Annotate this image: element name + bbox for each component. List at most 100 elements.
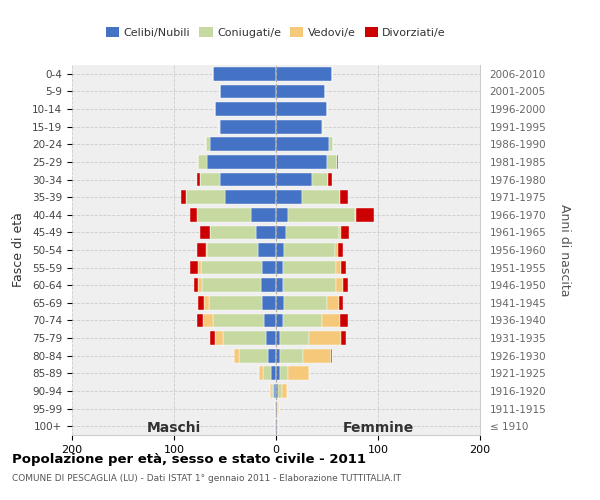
Bar: [271, 366, 276, 380]
Bar: [276, 278, 283, 292]
Bar: [356, 208, 374, 222]
Bar: [336, 260, 341, 274]
Bar: [302, 190, 340, 204]
Bar: [190, 208, 197, 222]
Bar: [276, 120, 322, 134]
Bar: [276, 331, 280, 345]
Bar: [181, 190, 186, 204]
Bar: [276, 384, 278, 398]
Bar: [213, 314, 264, 328]
Bar: [202, 278, 260, 292]
Bar: [283, 278, 336, 292]
Bar: [341, 226, 349, 239]
Bar: [263, 366, 271, 380]
Bar: [199, 296, 203, 310]
Bar: [199, 278, 202, 292]
Bar: [322, 120, 323, 134]
Bar: [288, 208, 355, 222]
Bar: [283, 260, 336, 274]
Bar: [239, 349, 268, 362]
Bar: [209, 296, 262, 310]
Bar: [302, 349, 331, 362]
Bar: [312, 172, 328, 186]
Bar: [276, 190, 302, 204]
Bar: [213, 67, 276, 80]
Bar: [206, 243, 257, 257]
Bar: [327, 296, 339, 310]
Bar: [276, 296, 284, 310]
Bar: [276, 67, 332, 80]
Bar: [339, 296, 343, 310]
Bar: [276, 420, 277, 433]
Bar: [283, 314, 322, 328]
Bar: [276, 243, 284, 257]
Bar: [199, 260, 200, 274]
Bar: [276, 260, 283, 274]
Y-axis label: Fasce di età: Fasce di età: [12, 212, 25, 288]
Bar: [210, 331, 215, 345]
Bar: [280, 366, 288, 380]
Bar: [340, 314, 349, 328]
Bar: [215, 102, 276, 116]
Bar: [220, 172, 276, 186]
Bar: [215, 331, 223, 345]
Legend: Celibi/Nubili, Coniugati/e, Vedovi/e, Divorziati/e: Celibi/Nubili, Coniugati/e, Vedovi/e, Di…: [101, 22, 451, 42]
Bar: [260, 278, 276, 292]
Bar: [276, 102, 327, 116]
Bar: [259, 366, 263, 380]
Bar: [339, 226, 341, 239]
Bar: [194, 278, 199, 292]
Text: Popolazione per età, sesso e stato civile - 2011: Popolazione per età, sesso e stato civil…: [12, 452, 366, 466]
Bar: [276, 84, 325, 98]
Bar: [327, 155, 337, 169]
Bar: [270, 384, 272, 398]
Bar: [223, 331, 266, 345]
Bar: [225, 190, 276, 204]
Bar: [197, 243, 206, 257]
Bar: [276, 226, 286, 239]
Bar: [276, 172, 312, 186]
Bar: [262, 260, 276, 274]
Bar: [190, 260, 199, 274]
Bar: [331, 349, 332, 362]
Bar: [276, 402, 277, 415]
Bar: [340, 190, 349, 204]
Bar: [355, 208, 356, 222]
Bar: [328, 172, 332, 186]
Text: Femmine: Femmine: [343, 421, 413, 435]
Bar: [199, 155, 206, 169]
Bar: [210, 138, 276, 151]
Bar: [275, 420, 276, 433]
Bar: [274, 384, 276, 398]
Bar: [197, 172, 199, 186]
Bar: [257, 243, 276, 257]
Text: Maschi: Maschi: [147, 421, 201, 435]
Text: COMUNE DI PESCAGLIA (LU) - Dati ISTAT 1° gennaio 2011 - Elaborazione TUTTITALIA.: COMUNE DI PESCAGLIA (LU) - Dati ISTAT 1°…: [12, 474, 401, 483]
Bar: [219, 120, 220, 134]
Bar: [276, 138, 329, 151]
Bar: [234, 349, 239, 362]
Bar: [197, 208, 251, 222]
Bar: [251, 208, 276, 222]
Bar: [276, 155, 327, 169]
Bar: [288, 366, 308, 380]
Bar: [336, 278, 343, 292]
Bar: [200, 260, 262, 274]
Bar: [262, 296, 276, 310]
Bar: [203, 314, 213, 328]
Bar: [199, 226, 210, 239]
Bar: [275, 402, 276, 415]
Bar: [284, 243, 335, 257]
Bar: [220, 84, 276, 98]
Bar: [341, 260, 346, 274]
Bar: [284, 296, 327, 310]
Bar: [256, 226, 276, 239]
Bar: [186, 190, 225, 204]
Bar: [206, 138, 210, 151]
Bar: [280, 331, 308, 345]
Bar: [337, 155, 338, 169]
Bar: [282, 384, 287, 398]
Bar: [322, 314, 340, 328]
Bar: [335, 243, 338, 257]
Bar: [206, 155, 276, 169]
